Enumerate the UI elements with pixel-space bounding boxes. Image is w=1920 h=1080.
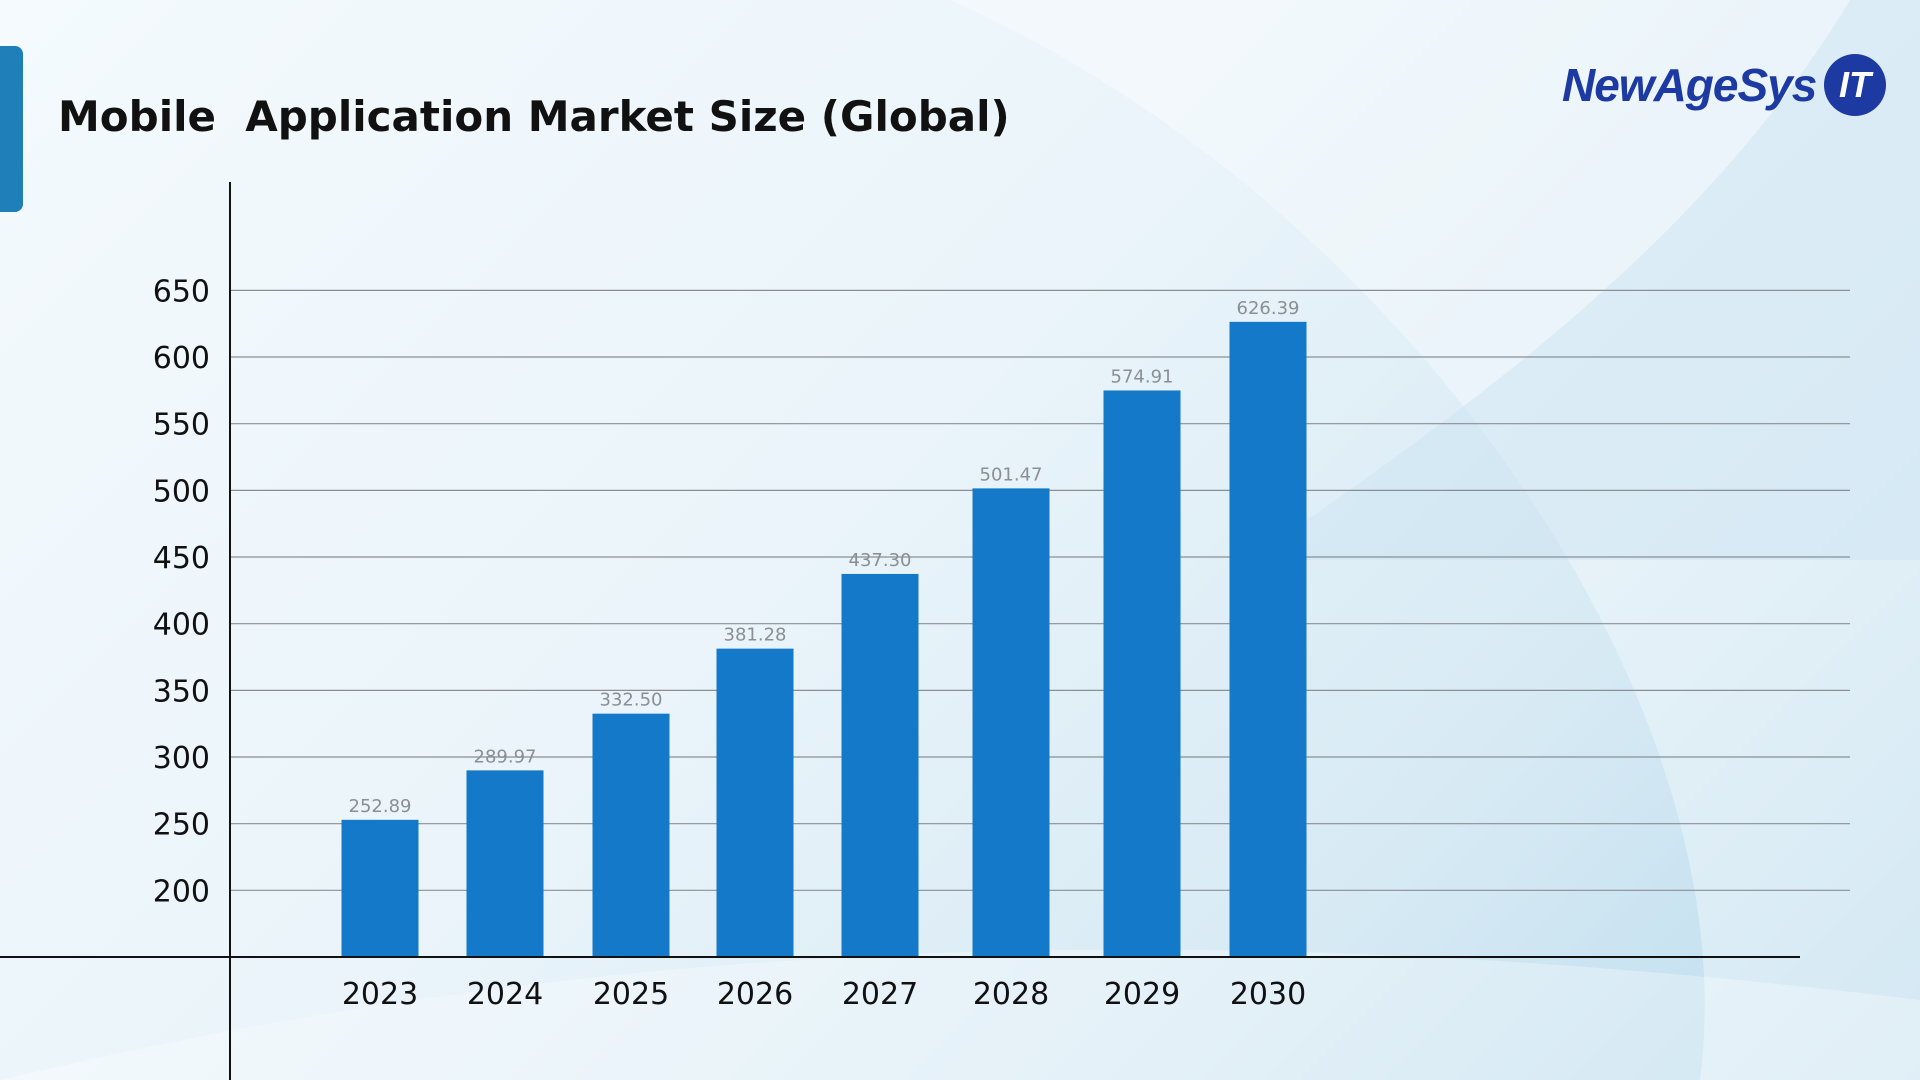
y-tick-label: 450 (153, 541, 210, 576)
bar-2029 (1103, 390, 1181, 957)
data-label: 252.89 (349, 796, 412, 817)
bar-2027 (841, 573, 919, 957)
x-tick-label: 2023 (342, 977, 418, 1012)
y-tick-label: 600 (153, 341, 210, 376)
data-label: 574.91 (1111, 366, 1174, 387)
data-label: 289.97 (474, 746, 537, 767)
logo-badge: IT (1824, 54, 1886, 116)
labels: 200 250 300 350 400 450 500 550 600 650 252.89 2023… (153, 274, 1306, 1012)
chart-title: Mobile Application Market Size (Global) (58, 92, 1010, 141)
brand-logo: NewAgeSys IT (1562, 52, 1892, 118)
data-label: 626.39 (1237, 298, 1300, 319)
bar-2025 (592, 713, 670, 957)
x-tick-label: 2029 (1104, 977, 1180, 1012)
data-label: 437.30 (849, 550, 912, 571)
logo-text: NewAgeSys (1562, 59, 1817, 111)
data-label: 332.50 (600, 690, 663, 711)
axes (0, 182, 1800, 1080)
x-tick-label: 2027 (842, 977, 918, 1012)
y-tick-label: 350 (153, 674, 210, 709)
y-tick-label: 300 (153, 741, 210, 776)
y-tick-label: 200 (153, 874, 210, 909)
x-tick-label: 2028 (973, 977, 1049, 1012)
x-tick-label: 2025 (593, 977, 669, 1012)
accent-tab (0, 46, 23, 212)
bar-2028 (972, 488, 1050, 957)
x-tick-label: 2026 (717, 977, 793, 1012)
y-tick-label: 250 (153, 808, 210, 843)
x-tick-label: 2030 (1230, 977, 1306, 1012)
y-tick-label: 650 (153, 274, 210, 309)
y-tick-label: 500 (153, 474, 210, 509)
bar-2030 (1229, 321, 1307, 957)
bar-2024 (466, 770, 544, 957)
data-label: 501.47 (980, 464, 1043, 485)
y-tick-label: 550 (153, 408, 210, 443)
bar-2026 (716, 648, 794, 957)
y-tick-label: 400 (153, 608, 210, 643)
x-tick-label: 2024 (467, 977, 543, 1012)
bar-2023 (341, 819, 419, 957)
bars (341, 321, 1307, 957)
data-label: 381.28 (724, 625, 787, 646)
